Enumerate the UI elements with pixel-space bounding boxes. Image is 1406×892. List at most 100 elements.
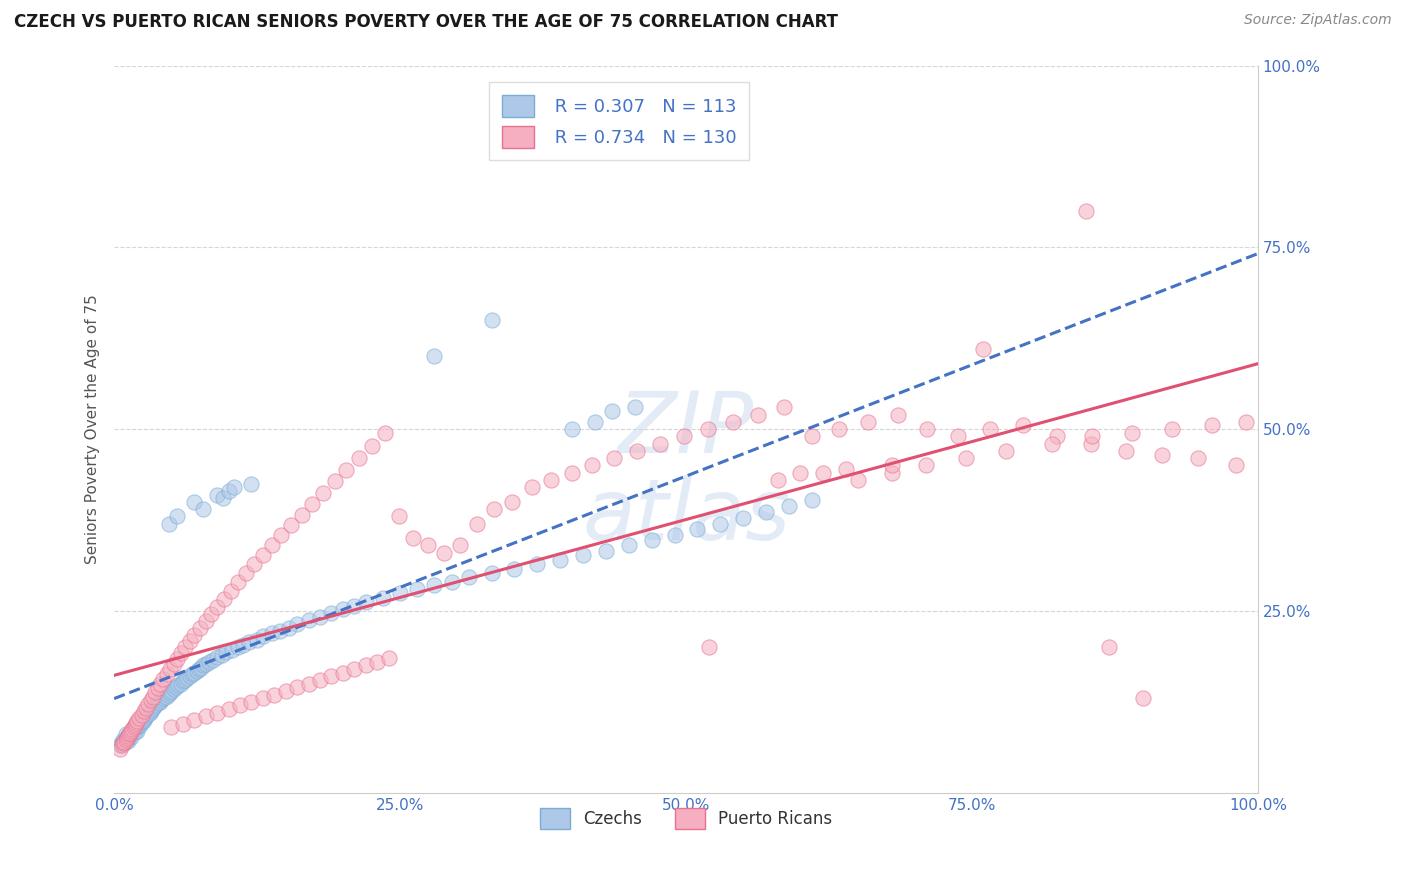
Point	[141, 702, 163, 716]
Point	[120, 726, 142, 740]
Point	[457, 570, 479, 584]
Point	[111, 739, 134, 753]
Point	[800, 429, 823, 443]
Point	[347, 451, 370, 466]
Point	[193, 502, 215, 516]
Legend: Czechs, Puerto Ricans: Czechs, Puerto Ricans	[533, 802, 839, 835]
Point	[301, 497, 323, 511]
Point	[561, 466, 583, 480]
Point	[138, 707, 160, 722]
Point	[131, 715, 153, 730]
Point	[800, 493, 823, 508]
Point	[1225, 458, 1247, 473]
Point	[179, 634, 201, 648]
Point	[672, 429, 695, 443]
Point	[595, 543, 617, 558]
Point	[297, 676, 319, 690]
Point	[125, 714, 148, 729]
Point	[194, 709, 217, 723]
Point	[211, 648, 233, 662]
Text: ZIP: ZIP	[617, 388, 754, 471]
Point	[176, 671, 198, 685]
Point	[117, 729, 139, 743]
Point	[623, 401, 645, 415]
Point	[118, 727, 141, 741]
Point	[117, 729, 139, 743]
Point	[955, 451, 977, 466]
Point	[778, 499, 800, 513]
Point	[389, 586, 412, 600]
Point	[709, 516, 731, 531]
Point	[238, 635, 260, 649]
Point	[312, 486, 335, 500]
Point	[108, 739, 131, 753]
Point	[139, 704, 162, 718]
Point	[138, 697, 160, 711]
Point	[181, 667, 204, 681]
Point	[156, 667, 179, 681]
Point	[229, 698, 252, 713]
Point	[1115, 444, 1137, 458]
Point	[205, 487, 228, 501]
Point	[252, 691, 274, 706]
Point	[211, 491, 233, 506]
Point	[129, 718, 152, 732]
Point	[274, 684, 297, 698]
Point	[125, 720, 148, 734]
Point	[174, 640, 197, 655]
Point	[114, 727, 136, 741]
Point	[120, 730, 142, 744]
Point	[215, 645, 238, 659]
Point	[481, 566, 503, 580]
Point	[828, 422, 851, 436]
Point	[721, 415, 744, 429]
Point	[219, 583, 242, 598]
Point	[242, 558, 264, 572]
Point	[159, 686, 181, 700]
Point	[120, 723, 142, 738]
Point	[526, 558, 548, 572]
Point	[111, 735, 134, 749]
Point	[108, 742, 131, 756]
Point	[1012, 418, 1035, 433]
Point	[1040, 436, 1063, 450]
Point	[789, 466, 811, 480]
Point	[432, 546, 454, 560]
Point	[115, 731, 138, 745]
Point	[1161, 422, 1184, 436]
Point	[167, 678, 190, 692]
Point	[218, 483, 240, 498]
Point	[280, 518, 302, 533]
Point	[440, 574, 463, 589]
Point	[114, 736, 136, 750]
Point	[915, 458, 938, 473]
Point	[886, 408, 908, 422]
Point	[163, 681, 186, 696]
Point	[374, 426, 396, 441]
Point	[183, 628, 205, 642]
Point	[163, 657, 186, 671]
Point	[200, 607, 222, 621]
Point	[194, 657, 217, 671]
Point	[114, 735, 136, 749]
Point	[143, 698, 166, 713]
Point	[291, 508, 314, 522]
Point	[166, 652, 188, 666]
Point	[270, 528, 292, 542]
Point	[240, 695, 263, 709]
Point	[465, 516, 488, 531]
Point	[581, 458, 603, 473]
Text: atlas: atlas	[582, 475, 790, 558]
Point	[600, 404, 623, 418]
Point	[252, 548, 274, 562]
Point	[117, 734, 139, 748]
Point	[150, 693, 173, 707]
Point	[156, 688, 179, 702]
Point	[402, 531, 425, 545]
Point	[172, 716, 194, 731]
Point	[1201, 418, 1223, 433]
Point	[139, 693, 162, 707]
Point	[540, 473, 562, 487]
Point	[1132, 691, 1154, 706]
Point	[360, 439, 382, 453]
